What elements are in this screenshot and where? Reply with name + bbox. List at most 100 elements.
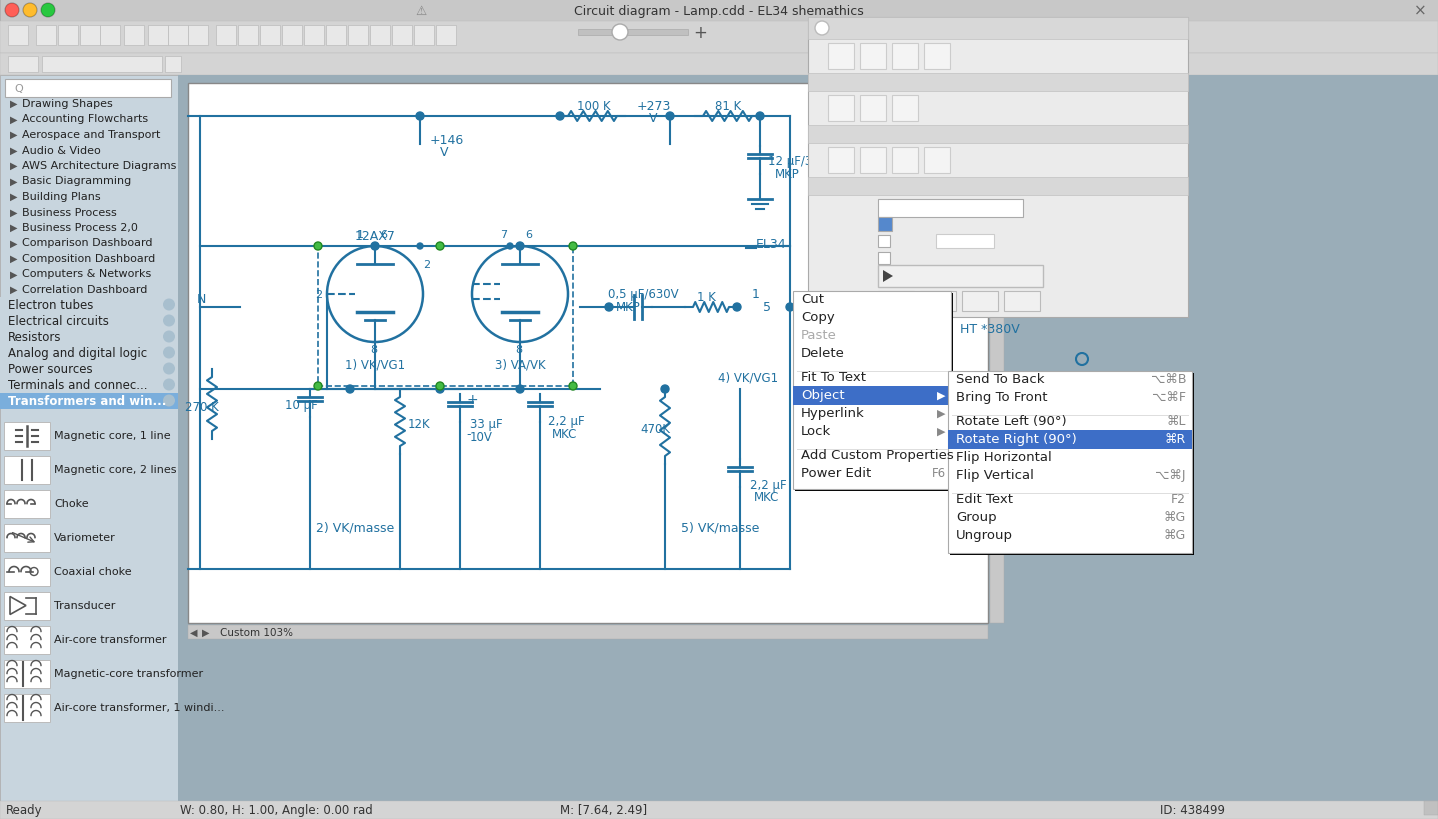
- Circle shape: [162, 363, 175, 375]
- Text: 5: 5: [764, 301, 771, 314]
- Circle shape: [162, 379, 175, 391]
- Bar: [36, 26, 56, 46]
- Text: Loop Continuously: Loop Continuously: [893, 252, 1002, 265]
- Text: Comparison Dashboard: Comparison Dashboard: [22, 238, 152, 248]
- Text: Bring To Front: Bring To Front: [956, 391, 1047, 404]
- Bar: [4, 592, 50, 620]
- Text: Electrical circuits: Electrical circuits: [9, 314, 109, 328]
- Text: Options: Options: [820, 219, 874, 233]
- Bar: [920, 292, 956, 311]
- Bar: [101, 26, 119, 46]
- Text: ▶: ▶: [10, 192, 17, 201]
- Bar: [0, 377, 178, 393]
- Circle shape: [569, 382, 577, 391]
- Text: Object: Object: [801, 389, 844, 402]
- Bar: [0, 801, 1438, 819]
- Text: Analog and digital logic: Analog and digital logic: [9, 346, 147, 360]
- Text: 6: 6: [525, 229, 532, 240]
- Text: Accounting Flowcharts: Accounting Flowcharts: [22, 115, 148, 124]
- Bar: [808, 18, 1188, 40]
- Text: Start Presentation: Start Presentation: [897, 270, 1011, 283]
- Circle shape: [4, 4, 19, 18]
- Bar: [348, 26, 368, 46]
- Text: 3) VA/VK: 3) VA/VK: [495, 358, 545, 371]
- Bar: [414, 26, 434, 46]
- Text: Fit To Text: Fit To Text: [801, 371, 866, 384]
- Text: 12AX7: 12AX7: [355, 230, 395, 243]
- Text: Business Process: Business Process: [22, 207, 116, 217]
- Text: F2: F2: [1171, 493, 1186, 506]
- Text: Circuit diagram - Lamp.cdd - EL34 shemathics: Circuit diagram - Lamp.cdd - EL34 shemat…: [574, 4, 864, 17]
- Text: Rotate Left (90°): Rotate Left (90°): [956, 415, 1067, 428]
- Text: 2,2 µF: 2,2 µF: [548, 415, 585, 428]
- Bar: [42, 57, 162, 73]
- Bar: [188, 84, 988, 623]
- Bar: [879, 253, 890, 265]
- Text: Copy: Copy: [801, 311, 834, 324]
- Text: Hyperlink: Hyperlink: [801, 407, 864, 420]
- Text: Computers & Networks: Computers & Networks: [22, 269, 151, 279]
- Bar: [879, 218, 892, 232]
- Bar: [168, 26, 188, 46]
- Text: Choke: Choke: [55, 499, 89, 509]
- Text: Paste: Paste: [801, 329, 837, 342]
- Bar: [9, 26, 27, 46]
- Bar: [326, 26, 347, 46]
- Text: Terminals and connec...: Terminals and connec...: [9, 378, 148, 391]
- Bar: [318, 247, 572, 387]
- Bar: [4, 558, 50, 586]
- Text: ▶: ▶: [10, 207, 17, 217]
- Bar: [578, 30, 687, 36]
- Text: Ungroup: Ungroup: [956, 529, 1012, 542]
- Text: Rotate Right (90°): Rotate Right (90°): [956, 433, 1077, 446]
- Bar: [0, 0, 1438, 22]
- Text: Business Process 2,0: Business Process 2,0: [22, 223, 138, 233]
- Bar: [936, 235, 994, 249]
- Circle shape: [569, 244, 577, 250]
- Text: Flip Vertical: Flip Vertical: [956, 469, 1034, 482]
- Text: ▶: ▶: [10, 176, 17, 186]
- Bar: [0, 329, 178, 345]
- Circle shape: [162, 347, 175, 359]
- Bar: [0, 22, 1438, 54]
- Text: 2: 2: [423, 260, 430, 269]
- Text: W: 0.80, H: 1.00, Angle: 0.00 rad: W: 0.80, H: 1.00, Angle: 0.00 rad: [180, 803, 372, 817]
- Text: ◀: ◀: [190, 627, 198, 637]
- Bar: [879, 265, 1043, 287]
- Text: ⏮: ⏮: [935, 295, 942, 308]
- Text: 33 µF: 33 µF: [470, 418, 503, 431]
- Text: 8: 8: [370, 345, 377, 355]
- Circle shape: [437, 244, 443, 250]
- Text: 1: 1: [357, 229, 364, 240]
- Text: MKP: MKP: [615, 301, 641, 314]
- Text: Custom 103%: Custom 103%: [220, 627, 293, 637]
- Text: ID: 438499: ID: 438499: [1160, 803, 1225, 817]
- Text: ▼Behaviour: ▼Behaviour: [834, 22, 907, 35]
- Circle shape: [371, 242, 380, 251]
- Bar: [879, 200, 1022, 218]
- Text: F6: F6: [932, 467, 946, 480]
- Circle shape: [313, 382, 322, 391]
- Text: +: +: [466, 392, 477, 406]
- Text: ▶: ▶: [10, 254, 17, 264]
- Bar: [808, 126, 1188, 144]
- Bar: [124, 26, 144, 46]
- Text: ⌥⌘J: ⌥⌘J: [1156, 469, 1186, 482]
- Text: iMac: iMac: [884, 202, 913, 215]
- Bar: [792, 387, 951, 405]
- Text: 470K: 470K: [640, 423, 670, 436]
- Text: Cut: Cut: [801, 293, 824, 306]
- Text: +: +: [693, 24, 707, 42]
- Text: ▶: ▶: [10, 238, 17, 248]
- Circle shape: [756, 113, 764, 121]
- Bar: [58, 26, 78, 46]
- Text: 4) VK/VG1: 4) VK/VG1: [718, 371, 778, 384]
- Text: Correlation Dashboard: Correlation Dashboard: [22, 285, 147, 295]
- Bar: [188, 625, 988, 639]
- Text: ▶: ▶: [10, 130, 17, 140]
- Text: ⌘L: ⌘L: [1166, 415, 1186, 428]
- Text: ▼Line: ▼Line: [820, 129, 856, 142]
- Text: 8: 8: [515, 345, 522, 355]
- Circle shape: [347, 386, 354, 393]
- Text: +146: +146: [430, 133, 464, 147]
